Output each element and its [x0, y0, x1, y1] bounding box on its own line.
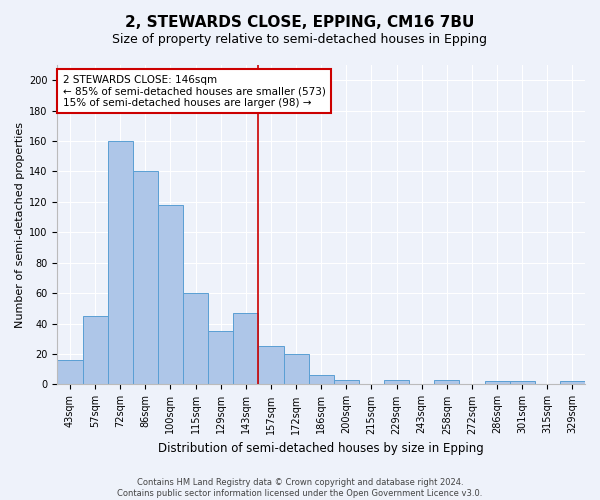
Bar [107, 141, 133, 384]
Bar [284, 354, 308, 384]
Bar [233, 313, 259, 384]
Bar [509, 382, 535, 384]
Bar [560, 382, 585, 384]
Bar [308, 376, 334, 384]
Bar [133, 172, 158, 384]
Bar [83, 316, 107, 384]
Bar [384, 380, 409, 384]
Text: Contains HM Land Registry data © Crown copyright and database right 2024.
Contai: Contains HM Land Registry data © Crown c… [118, 478, 482, 498]
Bar [58, 360, 83, 384]
Bar [208, 331, 233, 384]
Text: 2 STEWARDS CLOSE: 146sqm
← 85% of semi-detached houses are smaller (573)
15% of : 2 STEWARDS CLOSE: 146sqm ← 85% of semi-d… [62, 74, 326, 108]
Bar [334, 380, 359, 384]
Bar [485, 382, 509, 384]
Bar [259, 346, 284, 385]
Y-axis label: Number of semi-detached properties: Number of semi-detached properties [15, 122, 25, 328]
Text: 2, STEWARDS CLOSE, EPPING, CM16 7BU: 2, STEWARDS CLOSE, EPPING, CM16 7BU [125, 15, 475, 30]
Bar [183, 293, 208, 384]
X-axis label: Distribution of semi-detached houses by size in Epping: Distribution of semi-detached houses by … [158, 442, 484, 455]
Bar [158, 205, 183, 384]
Text: Size of property relative to semi-detached houses in Epping: Size of property relative to semi-detach… [113, 32, 487, 46]
Bar [434, 380, 460, 384]
